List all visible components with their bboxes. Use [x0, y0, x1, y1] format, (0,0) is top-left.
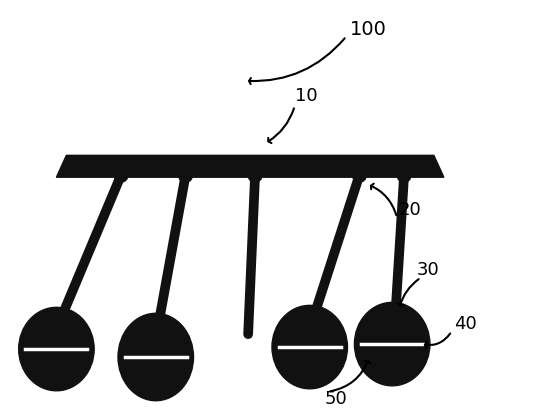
Text: 40: 40	[454, 315, 477, 333]
Text: 30: 30	[417, 261, 440, 279]
Circle shape	[178, 168, 192, 182]
Ellipse shape	[272, 305, 347, 389]
Text: 10: 10	[295, 87, 317, 105]
Circle shape	[353, 168, 366, 182]
Circle shape	[114, 168, 128, 182]
Text: 100: 100	[349, 20, 386, 39]
Polygon shape	[56, 156, 444, 177]
Circle shape	[397, 168, 411, 182]
Ellipse shape	[354, 302, 430, 386]
Ellipse shape	[118, 313, 193, 401]
Text: 50: 50	[325, 390, 347, 408]
Text: 20: 20	[399, 201, 422, 219]
Ellipse shape	[19, 307, 94, 391]
Circle shape	[248, 168, 262, 182]
